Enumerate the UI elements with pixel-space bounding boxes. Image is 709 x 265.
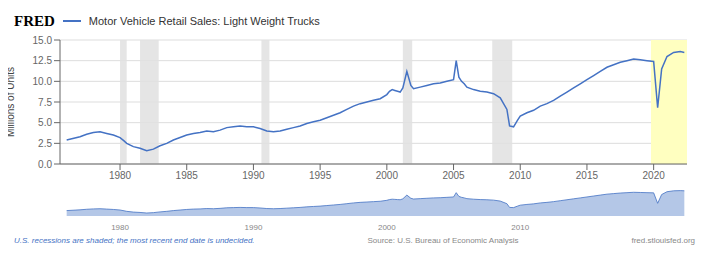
svg-text:1985: 1985 xyxy=(176,170,199,181)
svg-text:2010: 2010 xyxy=(511,223,529,230)
svg-text:2000: 2000 xyxy=(378,223,396,230)
svg-text:1980: 1980 xyxy=(111,223,129,230)
svg-text:1980: 1980 xyxy=(109,170,132,181)
svg-text:2.5: 2.5 xyxy=(38,138,52,149)
svg-text:Millions of Units: Millions of Units xyxy=(8,67,16,137)
svg-text:12.5: 12.5 xyxy=(33,55,53,66)
svg-text:15.0: 15.0 xyxy=(33,35,53,46)
svg-text:2020: 2020 xyxy=(643,170,666,181)
svg-text:2010: 2010 xyxy=(509,170,532,181)
svg-text:1990: 1990 xyxy=(245,223,263,230)
svg-text:1995: 1995 xyxy=(309,170,332,181)
svg-text:10.0: 10.0 xyxy=(33,76,53,87)
svg-text:1990: 1990 xyxy=(242,170,265,181)
svg-text:0.0: 0.0 xyxy=(38,159,52,170)
html-text:FRED: FRED xyxy=(14,12,55,29)
svg-text:5.0: 5.0 xyxy=(38,117,52,128)
svg-text:7.5: 7.5 xyxy=(38,97,52,108)
svg-text:2015: 2015 xyxy=(576,170,599,181)
html-text:U.S. recessions are shaded; th: U.S. recessions are shaded; the most rec… xyxy=(14,235,255,245)
html-text:Motor Vehicle Retail Sales: Li: Motor Vehicle Retail Sales: Light Weight… xyxy=(88,15,320,27)
svg-text:2000: 2000 xyxy=(376,170,399,181)
html-text:fred.stlouisfed.org: fred.stlouisfed.org xyxy=(631,235,695,245)
svg-text:2005: 2005 xyxy=(442,170,465,181)
html-text:Source: U.S. Bureau of Economi: Source: U.S. Bureau of Economic Analysis xyxy=(367,235,519,245)
